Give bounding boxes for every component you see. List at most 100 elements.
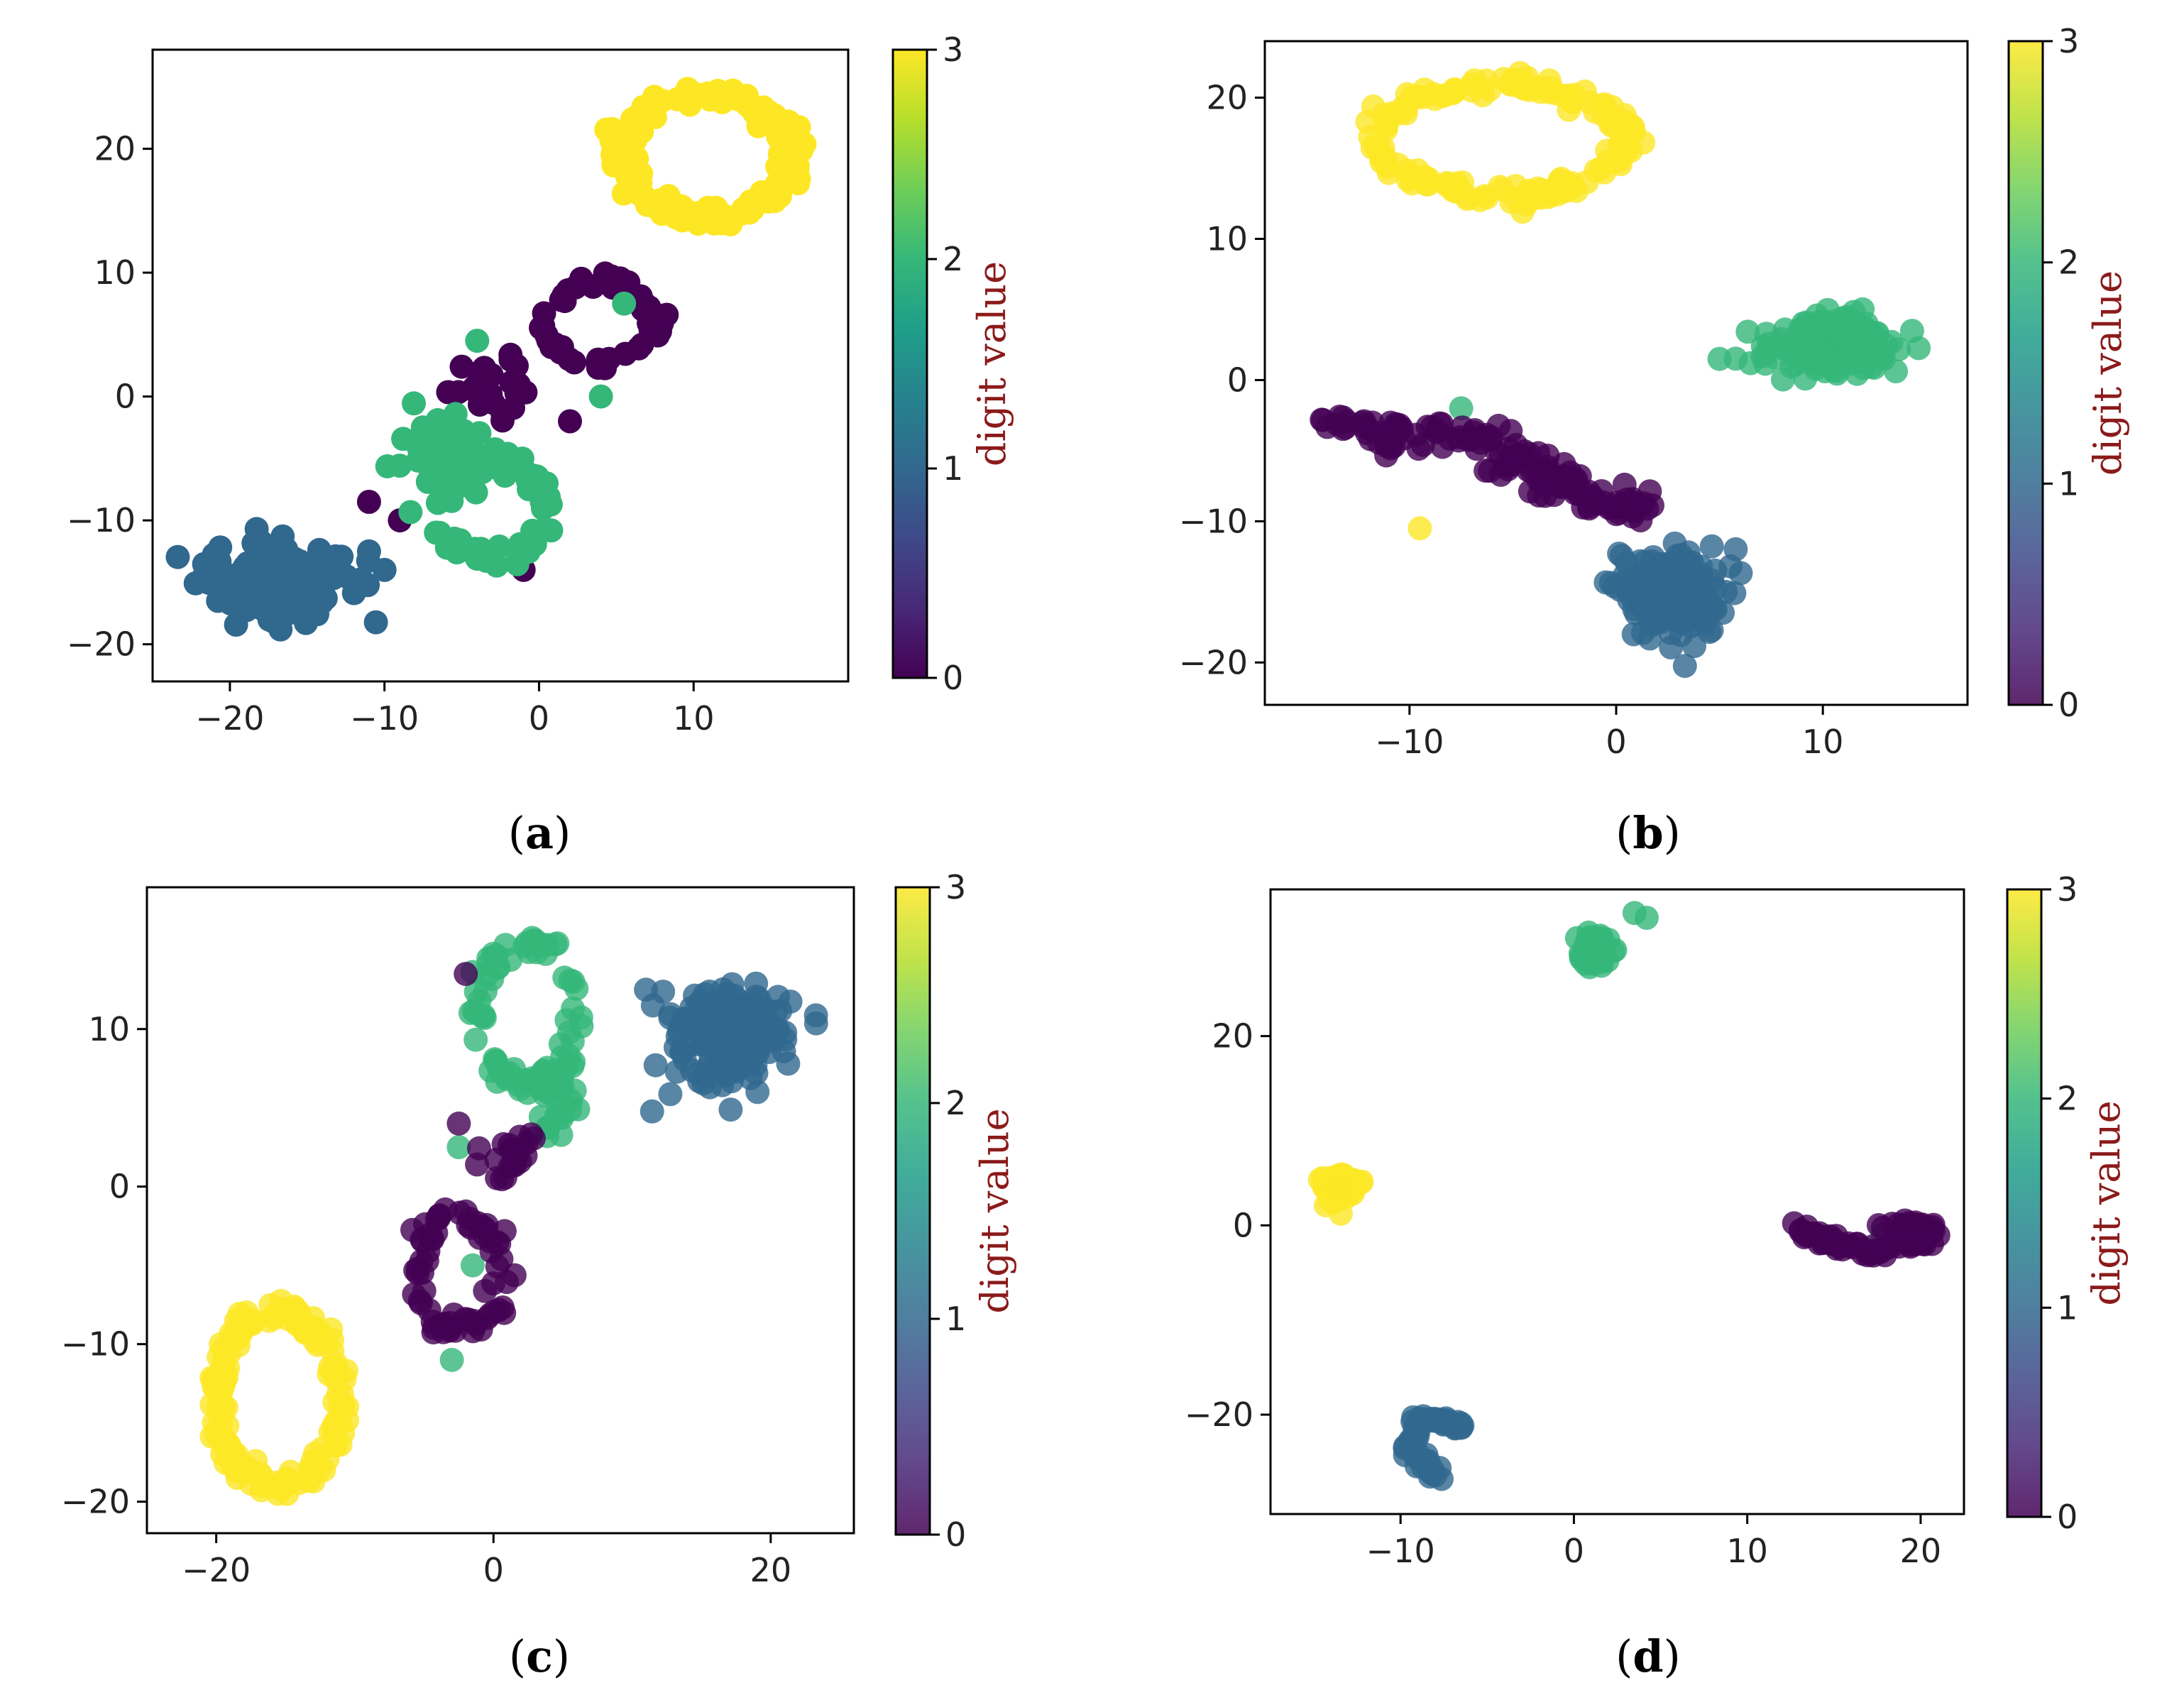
panel-c: −20 0 20 −20 −10 0 10 0 1 2 3 digit value (c) xyxy=(61,868,1017,1682)
scatter-point-digit-0 xyxy=(481,1271,505,1296)
scatter-point-digit-3 xyxy=(326,1360,351,1385)
scatter-point-digit-1 xyxy=(372,557,397,582)
scatter-point-digit-1 xyxy=(1434,1406,1459,1431)
scatter-point-digit-0 xyxy=(1577,494,1602,519)
x-tick-label: −10 xyxy=(1375,723,1444,761)
scatter-point-digit-0 xyxy=(475,361,500,385)
scatter-point-digit-2 xyxy=(510,455,535,480)
scatter-point-digit-0 xyxy=(356,490,381,514)
scatter-point-digit-3 xyxy=(292,1320,317,1345)
scatter-point-digit-1 xyxy=(353,572,378,597)
y-tick-label: −10 xyxy=(61,1325,130,1364)
scatter-point-digit-2 xyxy=(505,547,530,571)
x-tick-label: 10 xyxy=(1726,1532,1768,1570)
scatter-point-digit-3 xyxy=(758,183,783,208)
scatter-point-digit-1 xyxy=(643,1053,668,1077)
scatter-point-digit-3 xyxy=(1313,1193,1338,1218)
scatter-point-digit-3 xyxy=(627,107,652,132)
x-tick-label: 10 xyxy=(673,699,715,737)
colorbar-tick-label: 3 xyxy=(2058,22,2079,60)
scatter-point-digit-0 xyxy=(593,349,618,373)
scatter-point-digit-2 xyxy=(406,448,431,473)
scatter-point-digit-1 xyxy=(1638,579,1662,604)
caption-letter: c xyxy=(526,1630,553,1682)
x-tick-label: 0 xyxy=(483,1551,504,1589)
scatter-point-digit-1 xyxy=(640,1099,664,1124)
scatter-point-digit-3 xyxy=(649,88,674,113)
colorbar-label: digit value xyxy=(970,261,1014,466)
scatter-point-digit-1 xyxy=(202,542,226,567)
scatter-point-digit-0 xyxy=(1850,1241,1875,1266)
panel-a: −20 −10 0 10 −20 −10 0 10 20 0 1 2 3 digit value (a) xyxy=(67,31,1014,859)
scatter-point-digit-0 xyxy=(437,1318,462,1343)
scatter-point-digit-3 xyxy=(622,128,647,153)
scatter-point-digit-3 xyxy=(1531,76,1556,101)
x-tick-label: −10 xyxy=(1366,1532,1435,1570)
scatter-points xyxy=(1310,60,1931,679)
colorbar xyxy=(894,886,931,1536)
scatter-point-digit-2 xyxy=(517,940,541,965)
x-tick-label: 20 xyxy=(1900,1532,1942,1570)
y-tick-label: −10 xyxy=(1179,502,1248,540)
scatter-point-digit-3 xyxy=(275,1307,300,1332)
y-tick-label: 10 xyxy=(94,253,136,292)
scatter-point-digit-2 xyxy=(439,488,464,513)
x-tick-label: 20 xyxy=(750,1551,792,1589)
scatter-point-digit-2 xyxy=(1635,906,1659,930)
scatter-point-digit-2 xyxy=(1738,351,1763,375)
scatter-point-digit-3 xyxy=(1413,165,1437,190)
scatter-point-digit-3 xyxy=(241,1308,266,1333)
scatter-point-digit-1 xyxy=(218,591,243,615)
scatter-point-digit-1 xyxy=(768,999,793,1024)
scatter-point-digit-3 xyxy=(1434,172,1459,197)
colorbar-label: digit value xyxy=(2084,1100,2129,1305)
scatter-point-digit-0 xyxy=(1904,1214,1928,1239)
scatter-point-digit-2 xyxy=(1787,322,1812,347)
scatter-point-digit-3 xyxy=(212,1431,237,1456)
scatter-point-digit-3 xyxy=(1588,156,1613,181)
scatter-point-digit-2 xyxy=(402,391,426,416)
scatter-point-digit-3 xyxy=(720,78,745,103)
y-tick-label: 20 xyxy=(94,130,136,168)
scatter-point-digit-2 xyxy=(1581,938,1606,963)
scatter-point-digit-2 xyxy=(446,1135,471,1160)
scatter-point-digit-1 xyxy=(309,582,334,607)
scatter-point-digit-2 xyxy=(548,1032,573,1056)
scatter-point-digit-3 xyxy=(1311,1166,1335,1190)
colorbar xyxy=(2006,888,2043,1518)
scatter-point-digit-2 xyxy=(588,384,613,409)
scatter-point-digit-2 xyxy=(439,1347,464,1372)
scatter-point-digit-2 xyxy=(1825,361,1850,386)
scatter-point-digit-2 xyxy=(1735,319,1760,344)
scatter-point-digit-1 xyxy=(683,983,707,1008)
scatter-point-digit-3 xyxy=(211,1393,236,1418)
scatter-point-digit-3 xyxy=(1407,516,1432,541)
scatter-point-digit-2 xyxy=(481,941,506,966)
colorbar-tick-label: 3 xyxy=(945,868,966,906)
scatter-point-digit-3 xyxy=(1442,77,1467,102)
scatter-point-digit-2 xyxy=(446,424,471,449)
scatter-point-digit-3 xyxy=(649,202,674,226)
caption-letter: b xyxy=(1632,807,1663,859)
axes-frame xyxy=(151,48,850,683)
x-tick-label: −20 xyxy=(195,699,264,737)
scatter-point-digit-2 xyxy=(478,1058,503,1083)
x-tick-label: 0 xyxy=(1606,723,1626,761)
scatter-point-digit-3 xyxy=(1329,1170,1354,1195)
scatter-point-digit-3 xyxy=(312,1327,337,1352)
scatter-point-digit-1 xyxy=(1405,1454,1429,1479)
scatter-point-digit-0 xyxy=(552,283,576,308)
scatter-point-digit-3 xyxy=(600,142,625,167)
colorbar-tick-label: 1 xyxy=(2057,1288,2078,1327)
scatter-point-digit-1 xyxy=(224,613,248,637)
scatter-point-digit-3 xyxy=(1526,182,1551,207)
y-tick-label: 10 xyxy=(1206,220,1248,258)
scatter-point-digit-1 xyxy=(1677,552,1702,576)
scatter-point-digit-3 xyxy=(331,1393,356,1417)
colorbar-tick-label: 2 xyxy=(945,1084,966,1122)
scatter-point-digit-2 xyxy=(424,433,449,458)
scatter-point-digit-1 xyxy=(1607,542,1632,566)
scatter-point-digit-2 xyxy=(1845,361,1870,386)
scatter-point-digit-0 xyxy=(447,1200,472,1225)
scatter-point-digit-0 xyxy=(630,332,654,357)
